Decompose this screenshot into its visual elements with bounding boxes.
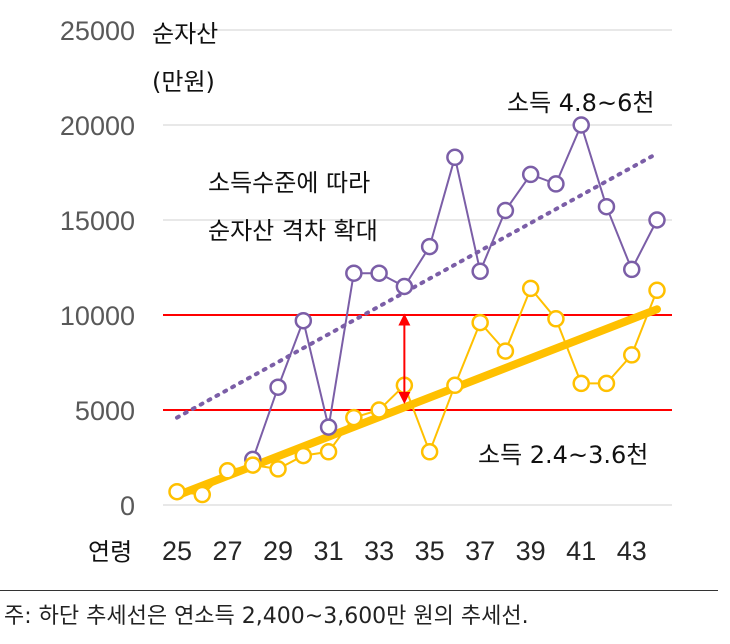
x-tick-label: 35 <box>415 536 445 566</box>
data-point <box>294 446 313 465</box>
x-tick-label: 43 <box>617 536 647 566</box>
data-point <box>521 165 540 184</box>
data-point <box>244 456 262 474</box>
data-point <box>370 401 388 419</box>
data-point <box>269 460 287 478</box>
data-point <box>521 279 540 298</box>
x-tick-label: 37 <box>465 536 495 566</box>
gap-arrow <box>398 313 411 404</box>
footnote: 주: 하단 추세선은 연소득 2,400~3,600만 원의 추세선. <box>4 604 529 629</box>
y-tick-label: 10000 <box>60 301 135 331</box>
y-tick-label: 25000 <box>60 16 135 46</box>
x-tick-label: 27 <box>213 536 243 566</box>
callout-line2: 순자산 격차 확대 <box>208 217 378 245</box>
gap-arrow-head-up <box>398 313 411 326</box>
data-point <box>572 374 590 393</box>
data-point <box>648 281 666 300</box>
x-tick-label: 25 <box>162 536 192 566</box>
data-point <box>597 374 616 393</box>
net-asset-chart: 0 5000 10000 15000 20000 25000 25 27 29 31 33 35 37… <box>60 16 672 566</box>
x-axis-label: 연령 <box>88 538 132 566</box>
high-income-label: 소득 4.8~6천 <box>507 89 654 117</box>
y-axis-label-line2: (만원) <box>152 68 215 96</box>
x-tick-label: 31 <box>314 536 344 566</box>
y-axis-label-line1: 순자산 <box>152 20 218 48</box>
data-point <box>218 462 237 480</box>
footnote-divider <box>0 590 718 591</box>
y-tick-label: 0 <box>120 491 135 521</box>
data-point <box>446 376 464 395</box>
data-point <box>446 148 464 167</box>
data-point <box>345 264 363 282</box>
data-point <box>547 310 565 328</box>
data-point <box>547 175 565 193</box>
x-tick-label: 29 <box>263 536 293 566</box>
callout-line1: 소득수준에 따라 <box>208 169 370 197</box>
data-point <box>168 482 186 501</box>
gap-arrow-head-down <box>398 392 411 404</box>
data-point <box>420 443 439 461</box>
trend-line-high-income <box>175 151 659 420</box>
data-point <box>496 201 515 220</box>
reference-lines <box>163 314 672 411</box>
y-tick-label: 15000 <box>60 206 135 236</box>
data-point <box>345 408 363 427</box>
data-point <box>648 211 666 229</box>
data-point <box>319 443 338 461</box>
data-point <box>572 116 590 134</box>
data-point <box>395 277 414 296</box>
data-point <box>622 346 641 364</box>
x-tick-label: 41 <box>566 536 596 566</box>
x-tick-label: 39 <box>516 536 546 566</box>
data-point <box>471 262 489 281</box>
data-point <box>496 342 515 360</box>
data-point <box>319 418 338 436</box>
data-point <box>193 485 212 504</box>
y-axis-ticks: 0 5000 10000 15000 20000 25000 <box>60 16 135 521</box>
data-point <box>622 260 641 279</box>
data-point <box>597 197 616 216</box>
data-point <box>294 311 313 330</box>
data-point <box>269 378 287 396</box>
data-series <box>168 116 666 504</box>
low-income-label: 소득 2.4~3.6천 <box>478 441 648 469</box>
x-axis-ticks: 25 27 29 31 33 35 37 39 41 43 <box>162 536 647 566</box>
data-point <box>370 264 388 282</box>
y-tick-label: 5000 <box>75 396 135 426</box>
x-tick-label: 33 <box>364 536 394 566</box>
y-tick-label: 20000 <box>60 111 135 141</box>
data-point <box>420 237 439 256</box>
data-point <box>471 313 489 332</box>
